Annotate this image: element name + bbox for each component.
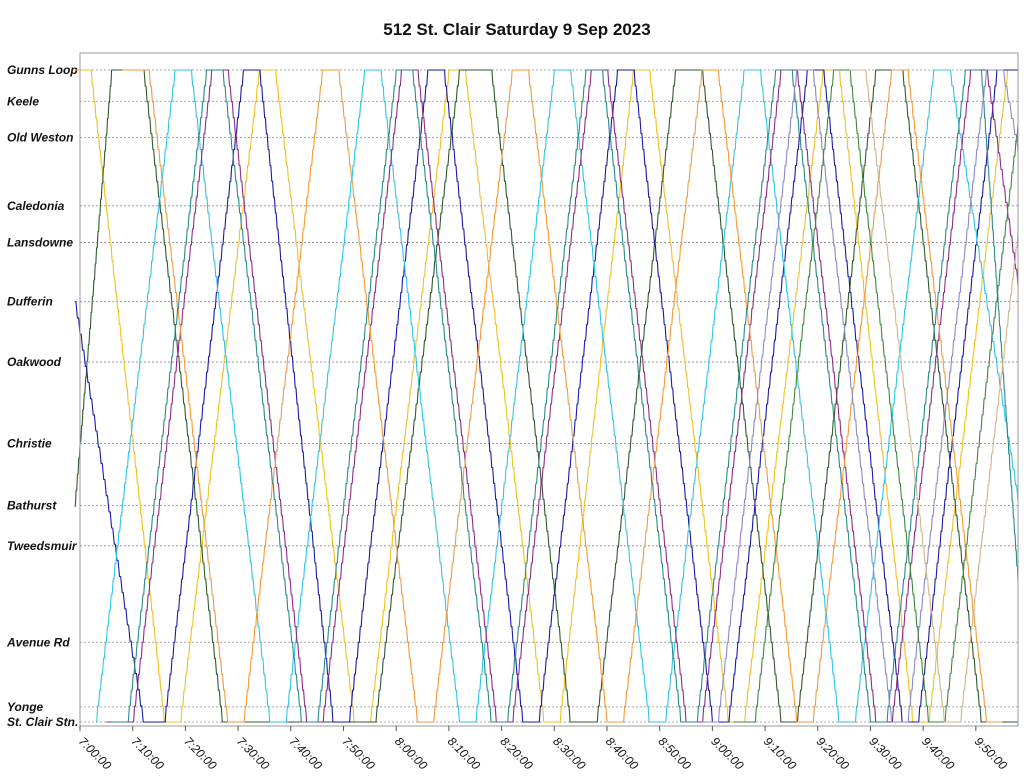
trip-line-10	[849, 69, 1019, 723]
stop-label: Oakwood	[7, 355, 62, 369]
x-tick-label: 9:00:00	[708, 734, 746, 772]
trip-lines	[74, 69, 1019, 723]
plot-area-frame	[79, 52, 1019, 727]
trip-line-6	[122, 69, 1003, 723]
x-tick-label: 8:30:00	[550, 734, 588, 772]
x-tick-label: 8:40:00	[603, 734, 641, 772]
x-tick-label: 8:50:00	[656, 734, 694, 772]
x-tick-label: 9:50:00	[972, 734, 1010, 772]
trip-line-1	[74, 69, 1018, 723]
stop-label: Avenue Rd	[6, 635, 70, 649]
x-tick-label: 8:10:00	[445, 734, 483, 772]
trip-line-2	[74, 69, 1018, 723]
x-tick-label: 7:10:00	[129, 734, 167, 772]
stop-label: Yonge	[7, 700, 44, 714]
time-axis: 7:00:00 7:10:00 7:20:00 7:30:00 7:40:00 7:50:…	[76, 726, 1010, 773]
stop-label: Keele	[7, 94, 39, 108]
stop-label: Tweedsmuir	[7, 539, 78, 553]
x-tick-label: 7:50:00	[339, 734, 377, 772]
trip-line-3	[74, 69, 1018, 723]
x-tick-label: 7:40:00	[287, 734, 325, 772]
stop-label: Bathurst	[7, 498, 57, 512]
x-tick-label: 9:40:00	[919, 734, 957, 772]
stop-label: Lansdowne	[7, 235, 73, 249]
x-tick-label: 7:00:00	[76, 734, 114, 772]
stop-label: Gunns Loop	[7, 63, 78, 77]
stop-label: St. Clair Stn.	[7, 715, 78, 729]
stop-label: Caledonia	[7, 199, 65, 213]
trip-line-5	[106, 69, 1019, 723]
x-tick-label: 9:20:00	[814, 734, 852, 772]
chart-title: 512 St. Clair Saturday 9 Sep 2023	[383, 20, 650, 39]
x-tick-label: 7:30:00	[234, 734, 272, 772]
x-tick-label: 9:10:00	[761, 734, 799, 772]
x-tick-label: 8:20:00	[497, 734, 535, 772]
x-tick-label: 7:20:00	[181, 734, 219, 772]
x-tick-label: 9:30:00	[866, 734, 904, 772]
stop-label: Christie	[7, 436, 52, 450]
stop-labels: Gunns Loop Keele Old Weston Caledonia Lansdo…	[6, 63, 78, 729]
trip-line-9	[733, 69, 1019, 723]
trip-line-7	[111, 69, 1019, 723]
stop-label: Dufferin	[7, 295, 53, 309]
x-tick-label: 8:00:00	[392, 734, 430, 772]
stop-label: Old Weston	[7, 130, 73, 144]
trip-line-8	[701, 69, 1019, 723]
